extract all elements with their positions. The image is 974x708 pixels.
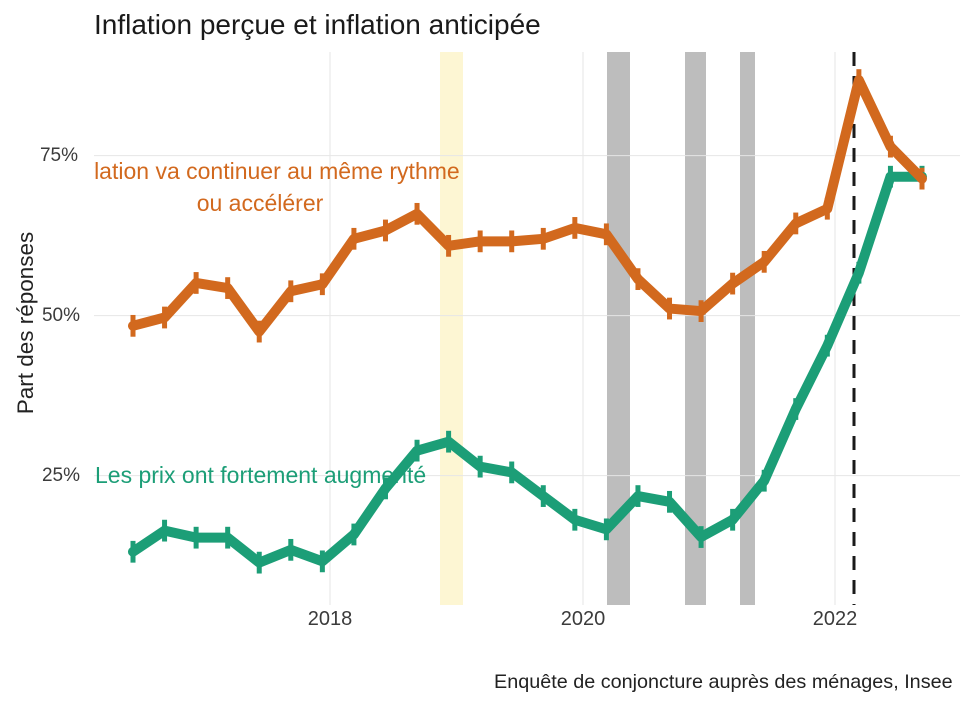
svg-text:2022: 2022 bbox=[813, 608, 858, 630]
svg-text:25%: 25% bbox=[42, 465, 80, 486]
svg-text:50%: 50% bbox=[42, 305, 80, 326]
svg-text:l'inflation va continuer au mê: l'inflation va continuer au même rythme bbox=[60, 158, 459, 184]
svg-text:2020: 2020 bbox=[561, 608, 606, 630]
svg-text:75%: 75% bbox=[40, 145, 78, 166]
svg-text:Part des réponses: Part des réponses bbox=[13, 232, 38, 415]
svg-text:ou accélérer: ou accélérer bbox=[197, 190, 324, 216]
svg-text:2018: 2018 bbox=[308, 608, 353, 630]
svg-text:Les prix ont fortement augment: Les prix ont fortement augmenté bbox=[95, 462, 426, 488]
